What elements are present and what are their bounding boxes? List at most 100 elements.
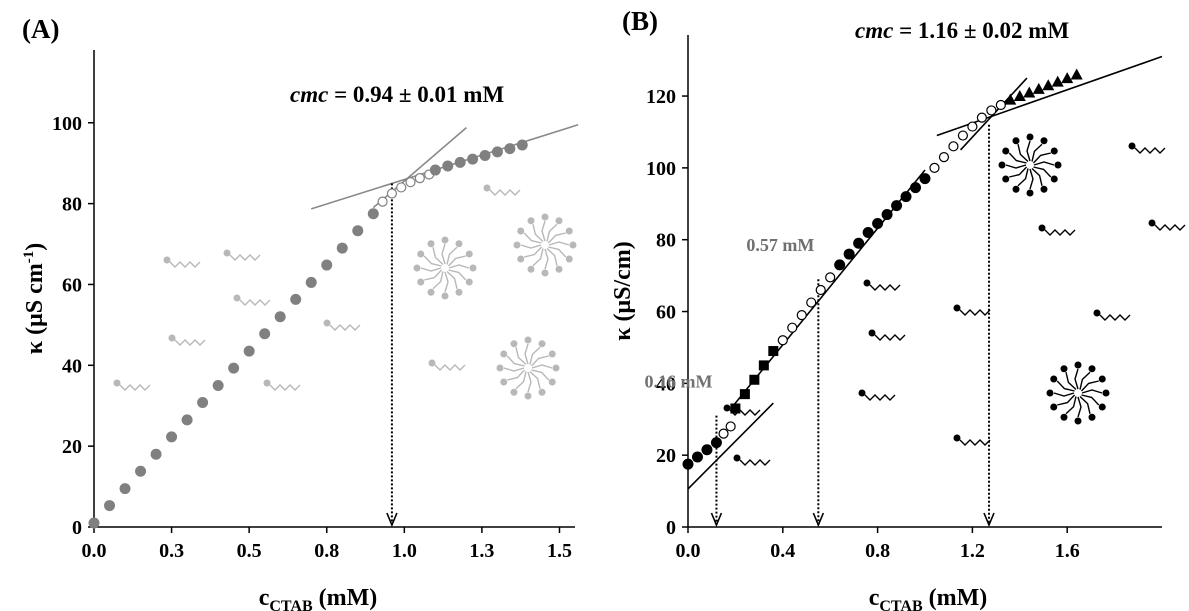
micelle-tail <box>529 370 541 389</box>
surfactant-icon <box>953 434 991 446</box>
arrow-head <box>386 512 398 528</box>
data-point <box>796 310 807 321</box>
data-point <box>135 465 147 477</box>
micelle-tail <box>532 248 544 267</box>
surfactant-head <box>168 334 176 342</box>
micelle-head <box>465 278 473 286</box>
data-point <box>150 448 162 460</box>
surfactant-tail <box>729 409 761 416</box>
data-point <box>119 483 131 495</box>
surfactant-icon <box>233 294 271 306</box>
micelle-tail <box>423 255 442 267</box>
micelle-head <box>1002 147 1010 155</box>
micelle-head <box>455 288 463 296</box>
surfactant-head <box>483 184 491 192</box>
surfactant-head <box>1093 309 1101 317</box>
arrow-label: 0.57 mM <box>746 235 814 255</box>
cmc-annotation: cmc = 0.94 ± 0.01 mM <box>290 82 504 107</box>
y-tick-label: 100 <box>646 158 676 180</box>
micelle-tail <box>1031 143 1043 162</box>
surfactant-head <box>1148 219 1156 227</box>
surfactant-icon <box>868 329 906 341</box>
data-point <box>938 152 950 163</box>
surfactant-icon <box>1093 309 1131 321</box>
micelle-head <box>1098 375 1106 383</box>
micelle-tail <box>1081 394 1100 406</box>
micelle-head <box>500 350 508 358</box>
surfactant-tail <box>169 261 201 268</box>
data-point <box>995 99 1006 111</box>
data-point <box>853 237 865 249</box>
y-tick-label: 20 <box>656 445 676 467</box>
y-tick-label: 100 <box>52 113 82 135</box>
micelle-tail <box>506 355 525 367</box>
micelle-head <box>441 236 449 244</box>
surfactant-tail <box>739 459 771 466</box>
data-point <box>1032 82 1045 94</box>
x-label-rest: (mM) <box>313 585 378 611</box>
surfactant-icon <box>1148 219 1186 231</box>
micelle-tail <box>1005 164 1027 169</box>
micelle-head <box>541 269 549 277</box>
micelle-head <box>500 378 508 386</box>
surfactant-tail <box>174 339 206 346</box>
micelle-head <box>1074 361 1082 369</box>
surfactant-icon <box>223 249 261 261</box>
y-axis-label: κ (μS cm-1) <box>21 243 48 354</box>
surfactant-tail <box>1154 224 1186 231</box>
micelle-head <box>427 240 435 248</box>
data-point <box>843 248 855 260</box>
micelle-tail <box>1032 152 1051 164</box>
micelle-tail <box>531 364 553 369</box>
micelle-tail <box>520 244 542 249</box>
data-point <box>166 431 178 443</box>
arrow-label: 0.16 mM <box>644 372 712 392</box>
micelle-tail <box>1053 392 1075 397</box>
data-point <box>414 173 425 184</box>
micelle-tail <box>1017 144 1029 163</box>
micelle-head <box>1026 189 1034 197</box>
surfactant-head <box>953 304 961 312</box>
micelle-head <box>1088 413 1096 421</box>
micelle-head <box>510 340 518 348</box>
micelle-head <box>441 292 449 300</box>
micelle-head <box>1074 417 1082 425</box>
micelle-head <box>541 213 549 221</box>
micelle-tail <box>1057 394 1076 406</box>
y-tick-label: 0 <box>72 517 82 539</box>
data-point <box>212 380 224 392</box>
micelle-tail <box>1065 396 1077 415</box>
data-point <box>919 173 931 185</box>
data-point <box>352 225 364 237</box>
micelle-head <box>417 278 425 286</box>
micelle-tail <box>446 270 458 289</box>
data-point <box>682 458 694 470</box>
surfactant-icon <box>1128 142 1166 154</box>
data-point <box>881 209 893 221</box>
micelle-head <box>1060 365 1068 373</box>
surfactant-head <box>1038 224 1046 232</box>
surfactant-head <box>868 329 876 337</box>
data-point <box>336 242 348 254</box>
fit-line <box>687 402 774 490</box>
micelle-head <box>513 241 521 249</box>
micelle-head <box>998 161 1006 169</box>
data-point <box>1061 72 1074 84</box>
data-point <box>290 293 302 305</box>
data-point <box>768 346 779 357</box>
surfactant-icon <box>723 404 761 416</box>
micelle-head <box>427 288 435 296</box>
surfactant-icon <box>263 379 301 391</box>
x-tick-label: 1.0 <box>392 540 417 562</box>
micelle-head <box>569 241 577 249</box>
arrow-head <box>812 512 825 528</box>
data-point <box>710 437 722 449</box>
x-tick-label: 0.4 <box>770 540 795 562</box>
micelle-head <box>1040 185 1048 193</box>
y-axis-label: κ (μS/cm) <box>610 241 636 341</box>
data-point <box>758 360 769 371</box>
micelle-head <box>413 264 421 272</box>
micelle-head <box>538 388 546 396</box>
surfactant-icon <box>1038 224 1076 236</box>
